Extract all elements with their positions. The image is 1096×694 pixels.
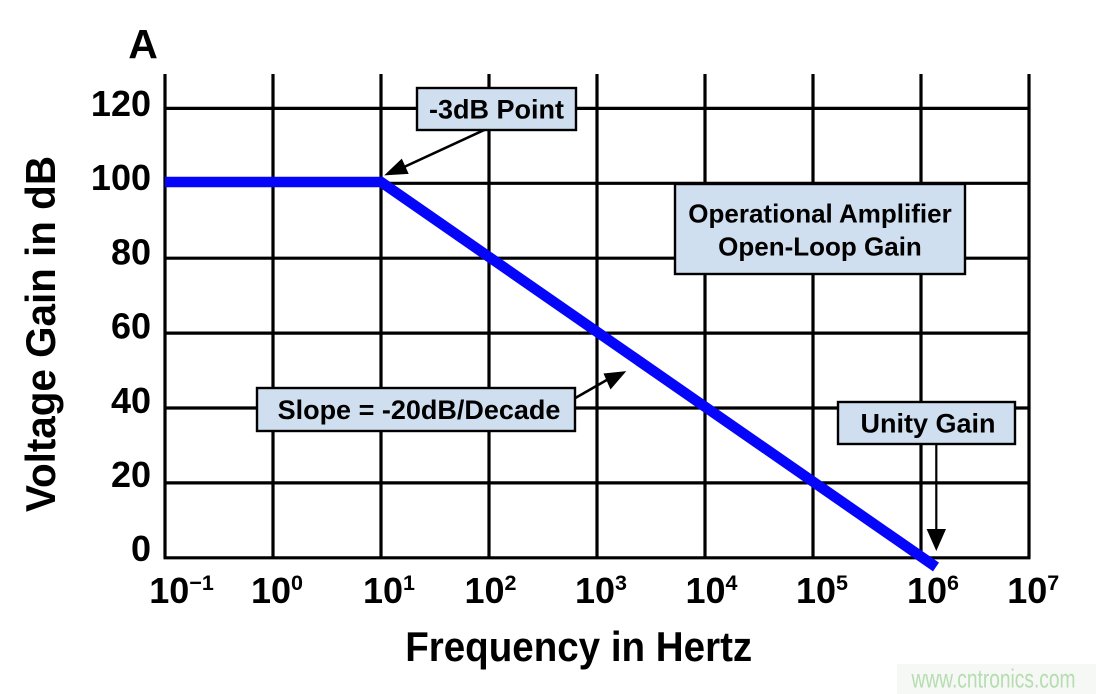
svg-text:106: 106	[907, 570, 959, 611]
svg-text:Slope = -20dB/Decade: Slope = -20dB/Decade	[278, 395, 561, 425]
svg-text:80: 80	[111, 232, 151, 273]
svg-text:A: A	[128, 21, 158, 67]
svg-text:-3dB Point: -3dB Point	[429, 95, 564, 125]
svg-text:Voltage Gain in dB: Voltage Gain in dB	[17, 156, 64, 512]
svg-text:Open-Loop Gain: Open-Loop Gain	[718, 232, 922, 262]
svg-text:20: 20	[111, 454, 151, 495]
svg-text:Unity Gain: Unity Gain	[860, 409, 995, 439]
svg-text:60: 60	[111, 306, 151, 347]
svg-text:100: 100	[91, 157, 151, 198]
svg-text:120: 120	[91, 83, 151, 124]
svg-text:0: 0	[131, 528, 151, 569]
svg-text:www.cntronics.com: www.cntronics.com	[911, 664, 1076, 694]
svg-text:40: 40	[111, 380, 151, 421]
svg-text:Frequency in Hertz: Frequency in Hertz	[405, 623, 752, 670]
svg-text:100: 100	[251, 570, 303, 611]
svg-text:Operational Amplifier: Operational Amplifier	[688, 199, 951, 229]
